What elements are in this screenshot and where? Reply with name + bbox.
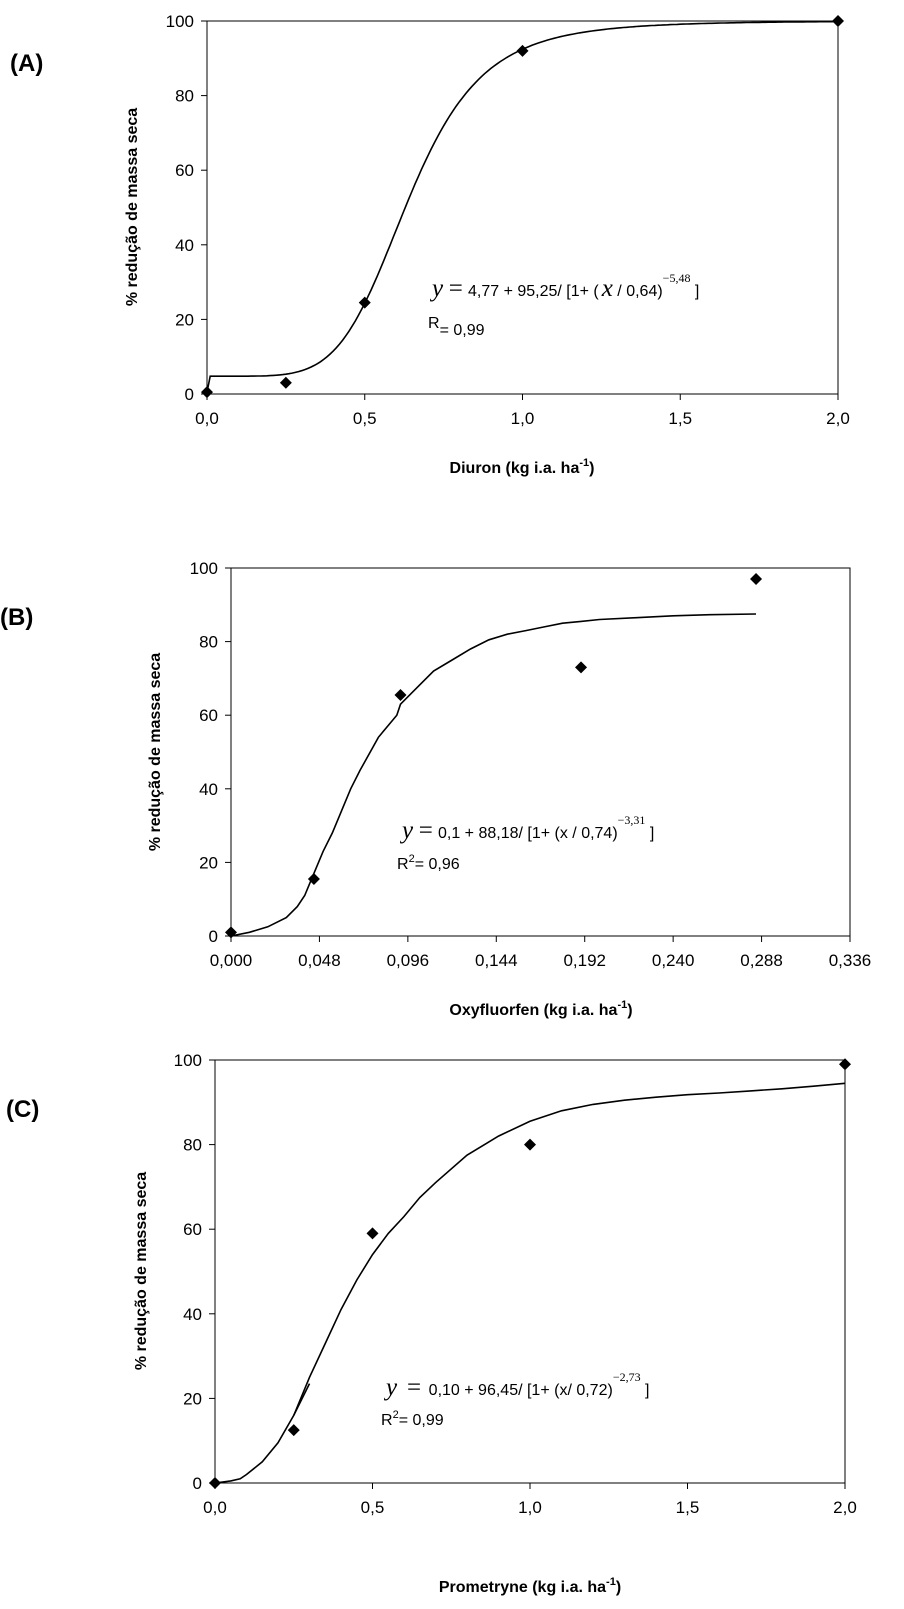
panel-c-plot-area	[214, 1059, 846, 1484]
panel-c: (C) 0 20 40 60 80 100 0,0 0,5 1,0 1,5 2,0 % reduç…	[6, 1051, 857, 1596]
panel-a-equation: y = 4,77 + 95,25/ [1+ (x / 0,64)−5,48 ]	[429, 271, 699, 302]
data-point	[201, 386, 213, 399]
x-tick-label: 1,0	[518, 1498, 542, 1517]
x-tick-label: 0,144	[475, 951, 518, 970]
panel-c-label: (C)	[6, 1096, 39, 1123]
panel-a-fit-curve	[206, 20, 838, 393]
y-tick-label: 0	[209, 927, 218, 946]
y-tick-label: 80	[183, 1136, 202, 1155]
panel-c-y-axis-title: % redução de massa seca	[133, 1172, 150, 1370]
x-tick-label: 0,096	[387, 951, 430, 970]
panel-b-fit-curve	[230, 613, 757, 937]
x-tick-label: 1,5	[668, 409, 692, 428]
panel-c-equation: y = 0,10 + 96,45/ [1+ (x/ 0,72)−2,73 ]	[383, 1370, 649, 1401]
panel-a-data-points	[201, 15, 844, 399]
panel-c-fit-curve	[214, 1082, 846, 1484]
data-point	[394, 688, 407, 701]
panel-a: (A) 0 20 40 60 80 100 0,0 0,5 1,0 1,5 2,0 % reduç…	[10, 12, 850, 477]
y-tick-label: 40	[175, 236, 194, 255]
y-tick-label: 20	[175, 310, 194, 329]
x-tick-label: 0,288	[740, 951, 783, 970]
data-point	[307, 872, 320, 885]
y-tick-label: 60	[183, 1220, 202, 1239]
panel-c-y-ticks: 0 20 40 60 80 100	[174, 1051, 215, 1493]
y-tick-label: 20	[199, 853, 218, 872]
data-point	[524, 1138, 536, 1151]
x-tick-label: 0,5	[353, 409, 377, 428]
data-point	[575, 661, 588, 674]
y-tick-label: 0	[193, 1474, 202, 1493]
panel-b-x-ticks: 0,000 0,048 0,096 0,144 0,192 0,240 0,288 0,336	[210, 936, 872, 970]
y-tick-label: 40	[183, 1305, 202, 1324]
x-tick-label: 0,048	[298, 951, 341, 970]
data-point	[516, 44, 529, 57]
y-tick-label: 60	[199, 706, 218, 725]
panel-a-fit-statistic: R= 0,99	[428, 315, 485, 339]
panel-b-x-axis-title: Oxyfluorfen (kg i.a. ha-1)	[449, 999, 632, 1019]
panel-c-data-points	[209, 1058, 851, 1489]
y-tick-label: 20	[183, 1389, 202, 1408]
x-tick-label: 2,0	[833, 1498, 857, 1517]
y-tick-label: 100	[166, 12, 194, 31]
panel-b-fit-statistic: R2= 0,96	[397, 853, 460, 873]
panel-c-fit-statistic: R2= 0,99	[381, 1409, 444, 1429]
x-tick-label: 1,5	[676, 1498, 700, 1517]
x-tick-label: 0,0	[203, 1498, 227, 1517]
panel-a-y-ticks: 0 20 40 60 80 100	[166, 12, 207, 404]
data-point	[366, 1227, 379, 1240]
x-tick-label: 0,192	[563, 951, 606, 970]
data-point	[358, 296, 371, 309]
panel-b-y-axis-title: % redução de massa seca	[147, 653, 164, 851]
data-point	[750, 573, 763, 586]
x-tick-label: 0,240	[652, 951, 695, 970]
panel-b-equation: y = 0,1 + 88,18/ [1+ (x / 0,74)−3,31 ]	[399, 813, 654, 844]
x-tick-label: 0,0	[195, 409, 219, 428]
x-tick-label: 2,0	[826, 409, 850, 428]
data-point	[279, 376, 292, 389]
y-tick-label: 100	[190, 559, 218, 578]
panel-a-plot-area	[206, 20, 839, 395]
data-point	[287, 1424, 300, 1437]
panel-a-y-axis-title: % redução de massa seca	[124, 108, 141, 306]
panel-c-x-ticks: 0,0 0,5 1,0 1,5 2,0	[203, 1483, 857, 1517]
y-tick-label: 100	[174, 1051, 202, 1070]
panel-b-label: (B)	[0, 604, 33, 631]
data-point	[839, 1058, 851, 1071]
panel-a-x-ticks: 0,0 0,5 1,0 1,5 2,0	[195, 394, 850, 428]
panel-b-y-ticks: 0 20 40 60 80 100	[190, 559, 231, 946]
x-tick-label: 0,000	[210, 951, 253, 970]
panel-a-x-axis-title: Diuron (kg i.a. ha-1)	[450, 457, 595, 477]
panel-a-label: (A)	[10, 50, 43, 77]
y-tick-label: 60	[175, 161, 194, 180]
x-tick-label: 1,0	[511, 409, 535, 428]
data-point	[209, 1477, 221, 1489]
panel-c-x-axis-title: Prometryne (kg i.a. ha-1)	[439, 1576, 621, 1596]
x-tick-label: 0,336	[829, 951, 872, 970]
y-tick-label: 40	[199, 780, 218, 799]
data-point	[832, 15, 844, 27]
y-tick-label: 80	[175, 87, 194, 106]
data-point	[225, 926, 237, 939]
panel-c-extra-segment	[293, 1383, 311, 1416]
panel-b: (B) 0 20 40 60 80 100 0,000 0,048 0,096 0,144 0,1…	[0, 559, 871, 1019]
y-tick-label: 0	[185, 385, 194, 404]
panel-b-plot-area	[230, 567, 851, 937]
y-tick-label: 80	[199, 633, 218, 652]
x-tick-label: 0,5	[361, 1498, 385, 1517]
panel-b-data-points	[225, 573, 763, 939]
